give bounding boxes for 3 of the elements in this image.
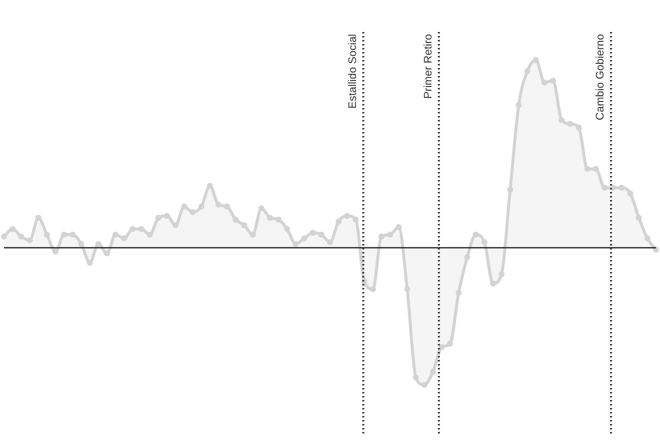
annotation: Primer Retiro bbox=[422, 34, 434, 99]
annotation: Cambio Gobierno bbox=[594, 34, 607, 120]
annotation: Estallido Social bbox=[346, 34, 359, 109]
